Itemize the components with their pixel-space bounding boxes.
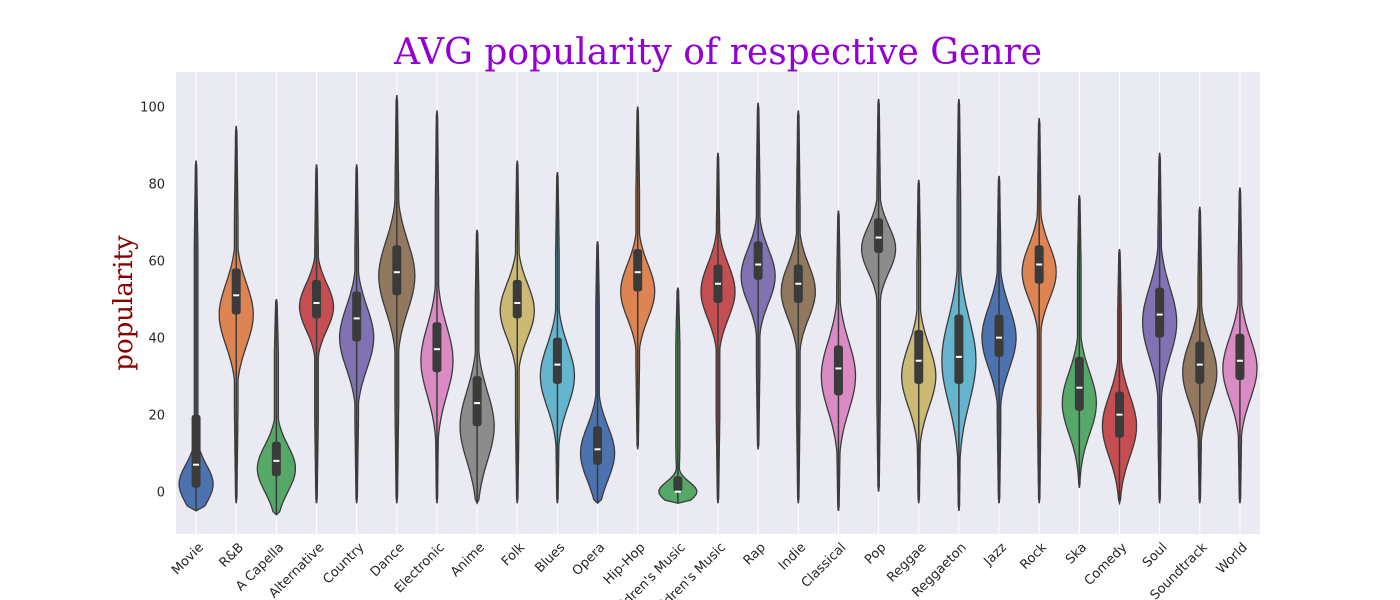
x-tick-label: Opera	[570, 540, 609, 579]
x-tick-label: Comedy	[1082, 540, 1131, 589]
x-tick-label: Blues	[532, 540, 568, 576]
violin-iqr-box	[994, 314, 1004, 357]
violins	[178, 95, 1258, 516]
violin-iqr-box	[1235, 333, 1245, 380]
violin-iqr-box	[231, 268, 241, 315]
y-axis-ticks: 0 20 40 60 80 100	[140, 101, 165, 501]
violin-iqr-box	[593, 426, 603, 465]
violin-iqr-box	[271, 441, 281, 477]
y-tick-label: 0	[157, 486, 165, 501]
x-tick-label: Movie	[169, 540, 207, 578]
violin-iqr-box	[312, 279, 322, 319]
x-tick-label: Classical	[799, 540, 850, 591]
violin-iqr-box	[512, 279, 522, 319]
violin-iqr-box	[472, 376, 482, 427]
violin-iqr-box	[191, 414, 201, 488]
x-tick-label: Rock	[1017, 540, 1050, 573]
violin-iqr-box	[432, 322, 442, 373]
x-tick-label: Jazz	[981, 540, 1010, 569]
x-tick-label: Pop	[862, 540, 889, 567]
violin-iqr-box	[633, 249, 643, 292]
x-tick-label: Ska	[1063, 540, 1090, 567]
violin-iqr-box	[392, 245, 402, 296]
violin-iqr-box	[1074, 356, 1084, 411]
violin-iqr-box	[914, 329, 924, 384]
violin-iqr-box	[753, 241, 763, 280]
violin-iqr-box	[874, 218, 884, 253]
y-tick-label: 20	[148, 409, 165, 424]
chart-title: AVG popularity of respective Genre	[393, 32, 1042, 73]
x-tick-label: Anime	[448, 540, 488, 580]
x-tick-label: Indie	[776, 540, 809, 573]
violin-iqr-box	[552, 337, 562, 384]
y-tick-label: 60	[148, 255, 165, 270]
x-tick-label: Country	[320, 540, 367, 587]
y-axis-label: popularity	[109, 235, 139, 371]
violin-iqr-box	[954, 314, 964, 384]
x-tick-label: Dance	[368, 540, 408, 580]
x-tick-label: World	[1214, 540, 1251, 577]
violin-iqr-box	[833, 345, 843, 396]
violin-iqr-box	[673, 476, 683, 492]
violin-iqr-box	[352, 291, 362, 342]
violin-iqr-box	[1195, 341, 1205, 384]
y-tick-label: 80	[148, 178, 165, 193]
x-tick-label: Soul	[1140, 540, 1170, 570]
y-tick-label: 100	[140, 101, 165, 116]
y-tick-label: 40	[148, 332, 165, 347]
violin-iqr-box	[1155, 287, 1165, 338]
x-tick-label: Folk	[499, 540, 528, 569]
x-tick-label: R&B	[217, 540, 247, 570]
x-tick-label: Rap	[741, 540, 769, 568]
